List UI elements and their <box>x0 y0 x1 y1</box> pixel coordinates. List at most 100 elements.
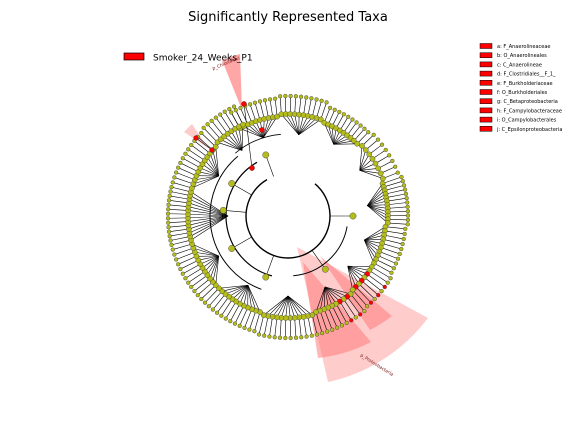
biomarker-key-label: d: F_Clostridiales__F_1_ <box>497 72 556 78</box>
taxon-node <box>228 180 236 187</box>
biomarker-key-label: g: C_Betaproteobacteria <box>497 99 558 105</box>
taxon-node <box>238 105 243 111</box>
branch-line <box>191 243 219 257</box>
taxon-node <box>353 315 358 320</box>
taxon-node <box>206 304 211 309</box>
taxon-node <box>369 156 376 162</box>
taxon-node <box>362 126 367 131</box>
biomarker-key-label: c: C_Anaerolineae <box>497 62 542 68</box>
branch-line <box>188 215 229 219</box>
taxon-node <box>377 170 384 177</box>
taxon-node <box>189 284 194 290</box>
taxon-node <box>165 211 171 216</box>
branch-line <box>298 119 321 135</box>
taxon-node <box>321 265 329 273</box>
branch-line <box>235 285 249 302</box>
branch-line <box>198 171 219 177</box>
biomarker-node <box>241 101 247 107</box>
biomarker-key-swatch <box>479 98 493 104</box>
branch-line <box>359 170 383 179</box>
taxon-node <box>346 114 351 119</box>
branch-line <box>191 175 219 189</box>
branch-line <box>303 97 307 116</box>
taxon-node <box>172 252 177 257</box>
branch-line <box>364 226 386 241</box>
branch-line <box>339 301 352 321</box>
taxon-node <box>344 320 349 326</box>
branch-line <box>319 286 326 311</box>
branch-line <box>185 153 203 165</box>
taxon-node <box>213 115 218 120</box>
branch-line <box>217 142 243 151</box>
taxon-node <box>405 204 410 209</box>
branch-line <box>359 149 367 171</box>
branch-line <box>287 295 291 319</box>
branch-line <box>347 265 368 275</box>
branch-line <box>168 208 189 211</box>
branch-line <box>383 180 403 188</box>
branch-line <box>324 286 337 304</box>
branch-line <box>243 103 253 169</box>
taxon-node <box>399 174 404 180</box>
taxon-node <box>199 296 204 302</box>
taxon-node <box>229 110 234 115</box>
branch-line <box>359 163 376 171</box>
taxon-node <box>227 106 232 112</box>
biomarker-key-label: a: F_Anaerolineaceae <box>497 44 551 50</box>
branch-line <box>263 117 269 138</box>
branch-line <box>364 239 381 248</box>
branch-line <box>385 226 406 230</box>
taxon-node <box>178 160 183 166</box>
branch-line <box>367 205 389 220</box>
taxon-node <box>402 187 408 192</box>
branch-line <box>188 149 206 161</box>
taxon-node <box>298 94 304 99</box>
branch-line <box>207 156 219 177</box>
taxon-node <box>337 109 342 115</box>
biomarker-key-swatch <box>479 107 493 114</box>
cladogram-nodes <box>165 93 411 341</box>
branch-line <box>367 205 389 213</box>
branch-line <box>285 113 299 135</box>
branch-line <box>228 285 249 297</box>
taxon-node <box>223 316 228 321</box>
legend-swatch <box>123 52 145 61</box>
branch-line <box>328 307 338 328</box>
taxon-node <box>205 122 210 127</box>
branch-line <box>323 309 333 330</box>
branch-line <box>176 251 195 260</box>
taxon-node <box>401 183 407 188</box>
branch-line <box>239 307 248 326</box>
taxon-node <box>169 242 174 247</box>
biomarker-node <box>368 300 374 305</box>
branch-line <box>202 255 219 269</box>
biomarker-key-label: h: F_Campylobacteraceae <box>497 108 562 114</box>
taxon-node <box>304 334 309 339</box>
branch-line <box>200 255 219 265</box>
biomarker-key-swatch <box>479 116 493 123</box>
taxon-node <box>166 207 171 212</box>
branch-line <box>223 210 247 213</box>
branch-line <box>323 122 334 145</box>
branch-line <box>298 115 309 135</box>
branch-line <box>178 256 197 265</box>
taxon-node <box>267 97 273 102</box>
taxon-node <box>219 206 227 214</box>
branch-line <box>359 170 381 174</box>
branch-line <box>188 271 206 283</box>
branch-line <box>264 100 269 118</box>
biomarker-node <box>209 147 215 153</box>
branch-line <box>225 301 237 319</box>
branch-line <box>171 186 192 193</box>
taxon-node <box>199 130 204 136</box>
branch-line <box>180 162 199 173</box>
branch-line <box>180 259 199 270</box>
branch-line <box>384 185 405 191</box>
branch-line <box>379 251 399 260</box>
branch-line <box>287 295 295 318</box>
branch-line <box>211 120 225 137</box>
branch-line <box>168 225 189 228</box>
branch-line <box>387 206 408 209</box>
branch-line <box>263 116 278 138</box>
taxon-node <box>395 170 400 175</box>
